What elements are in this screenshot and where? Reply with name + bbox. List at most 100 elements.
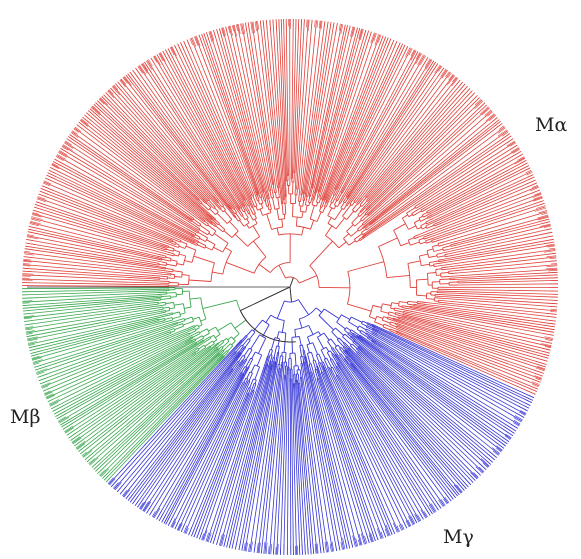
tree-branch — [248, 190, 253, 199]
tree-branch — [413, 234, 419, 238]
tree-branch — [323, 378, 383, 539]
tree-branch — [332, 196, 337, 204]
tree-branch — [177, 43, 182, 52]
tree-branch — [33, 209, 41, 213]
tree-branch — [232, 351, 239, 360]
tree-arc — [346, 271, 351, 305]
tree-branch — [238, 23, 241, 34]
tree-branch — [197, 200, 202, 205]
tree-branch — [174, 325, 184, 331]
tree-branch — [534, 207, 547, 212]
tree-branch — [320, 349, 326, 359]
tree-branch — [424, 237, 429, 240]
tree-branch — [318, 353, 323, 363]
tree-arc — [250, 198, 253, 200]
tree-branch — [370, 336, 518, 429]
tree-branch — [171, 388, 241, 528]
tree-arc — [365, 196, 367, 199]
tree-branch — [191, 396, 247, 537]
tree-branch — [383, 323, 389, 327]
tree-branch — [350, 345, 358, 353]
tree-branch — [159, 267, 166, 270]
tree-branch — [258, 263, 271, 273]
tree-branch — [485, 113, 495, 122]
tree-branch — [331, 541, 334, 552]
tree-branch — [27, 338, 38, 342]
tree-branch — [343, 196, 348, 203]
tree-arc — [209, 345, 212, 348]
tree-branch — [242, 382, 246, 386]
tree-branch — [93, 104, 199, 202]
tree-branch — [537, 355, 549, 359]
tree-branch — [25, 242, 151, 265]
tree-branch — [501, 439, 508, 445]
tree-branch — [345, 201, 349, 206]
tree-branch — [319, 371, 379, 541]
tree-branch — [402, 214, 408, 219]
tree-branch — [194, 331, 200, 335]
tree-branch — [316, 369, 321, 380]
tree-branch — [24, 251, 31, 253]
tree-branch — [431, 165, 530, 216]
tree-branch — [534, 373, 543, 377]
tree-branch — [246, 371, 251, 379]
tree-branch — [250, 390, 254, 396]
tree-branch — [347, 190, 352, 198]
tree-branch — [195, 197, 199, 201]
tree-branch — [105, 362, 220, 483]
tree-branch — [267, 205, 270, 211]
tree-branch — [232, 25, 268, 182]
tree-arc — [214, 219, 217, 221]
tree-branch — [536, 361, 547, 365]
tree-branch — [61, 420, 72, 428]
tree-branch — [412, 314, 552, 348]
tree-branch — [186, 39, 191, 49]
tree-branch — [422, 57, 429, 67]
tree-branch — [423, 234, 431, 238]
tree-branch — [23, 299, 153, 312]
tree-branch — [161, 243, 169, 247]
tree-arc — [262, 319, 270, 325]
tree-branch — [337, 344, 341, 349]
tree-branch — [269, 209, 272, 213]
tree-branch — [470, 472, 478, 480]
tree-branch — [425, 223, 432, 227]
tree-branch — [248, 195, 252, 200]
tree-branch — [294, 329, 297, 338]
tree-branch — [220, 208, 224, 213]
tree-branch — [456, 481, 465, 491]
tree-branch — [199, 219, 208, 227]
tree-branch — [105, 92, 113, 100]
tree-branch — [52, 162, 59, 167]
tree-branch — [357, 351, 362, 357]
tree-arc — [184, 243, 188, 249]
tree-branch — [51, 338, 189, 410]
tree-branch — [253, 213, 257, 219]
tree-branch — [188, 336, 193, 340]
tree-branch — [194, 324, 199, 327]
tree-branch — [407, 316, 550, 354]
tree-branch — [233, 214, 237, 218]
tree-branch — [351, 201, 355, 206]
tree-branch — [242, 336, 248, 342]
tree-branch — [22, 292, 158, 299]
tree-branch — [291, 18, 294, 173]
tree-branch — [76, 124, 83, 129]
tree-branch — [248, 543, 250, 552]
tree-branch — [365, 92, 475, 208]
tree-branch — [192, 239, 199, 244]
tree-branch — [72, 130, 78, 135]
tree-branch — [35, 201, 47, 206]
tree-branch — [248, 205, 254, 215]
tree-branch — [146, 59, 238, 204]
tree-branch — [331, 331, 339, 340]
tree-branch — [346, 344, 478, 479]
tree-branch — [315, 307, 322, 313]
tree-branch — [223, 537, 227, 547]
tree-branch — [175, 243, 180, 246]
tree-branch — [360, 337, 508, 445]
tree-branch — [335, 544, 337, 551]
tree-branch — [520, 165, 530, 170]
tree-branch — [70, 355, 192, 441]
tree-branch — [93, 463, 101, 470]
